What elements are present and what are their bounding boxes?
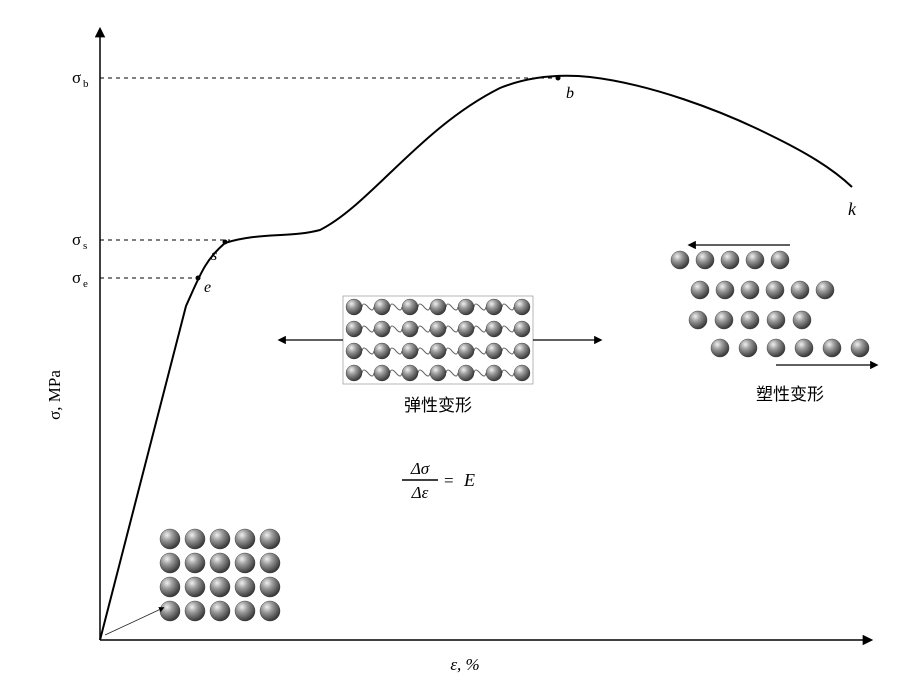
point-k: k [848, 199, 857, 219]
elastic-deformation-illustration [343, 296, 533, 384]
elastic-deformation-label: 弹性变形 [404, 396, 472, 415]
sigma-e-label: σ e [72, 268, 88, 290]
plastic-deformation-label: 塑性变形 [756, 385, 824, 404]
svg-text:b: b [83, 78, 89, 90]
stress-strain-curve [100, 76, 852, 640]
young-modulus-formula: Δσ Δε = E [402, 459, 475, 502]
svg-text:e: e [204, 279, 211, 296]
svg-text:σ: σ [72, 268, 81, 287]
svg-text:s: s [211, 247, 217, 264]
lattice-pointer-line [105, 608, 163, 635]
svg-text:b: b [566, 85, 574, 102]
sigma-s-label: σ s [72, 230, 87, 252]
svg-text:σ: σ [72, 68, 81, 87]
sigma-b-label: σ b [72, 68, 89, 90]
svg-text:E: E [463, 470, 475, 490]
svg-text:Δε: Δε [411, 483, 429, 502]
plastic-deformation-illustration [671, 251, 869, 357]
point-b: b [556, 76, 575, 103]
svg-text:s: s [83, 240, 87, 252]
svg-text:k: k [848, 199, 857, 219]
y-axis-label: σ, MPa [45, 370, 64, 420]
point-s: s [211, 240, 228, 265]
svg-text:Δσ: Δσ [410, 459, 430, 478]
undeformed-lattice-illustration [160, 529, 280, 621]
svg-text:e: e [83, 278, 88, 290]
point-e: e [196, 276, 212, 297]
svg-text:=: = [444, 471, 454, 490]
stress-strain-diagram: ε, % σ, MPa σ e σ s σ b e s b k Δσ Δε = … [0, 0, 920, 690]
svg-text:σ: σ [72, 230, 81, 249]
x-axis-label: ε, % [450, 655, 479, 674]
